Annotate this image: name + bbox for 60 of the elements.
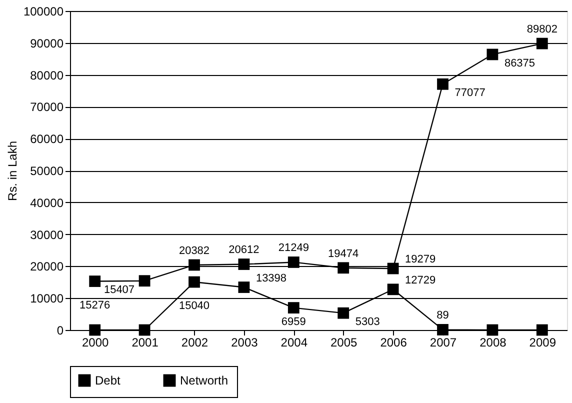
y-axis-title: Rs. in Lakh xyxy=(5,140,20,202)
data-label: 15407 xyxy=(104,284,135,296)
data-label: 12729 xyxy=(405,274,436,286)
point xyxy=(536,38,548,50)
point xyxy=(288,256,300,268)
y-tick-label: 10000 xyxy=(30,292,64,306)
y-tick-label: 30000 xyxy=(30,228,64,242)
y-tick-label: 100000 xyxy=(23,4,64,18)
x-tick-label: 2006 xyxy=(380,336,408,350)
point xyxy=(89,324,101,336)
data-label: 20612 xyxy=(228,244,260,256)
point xyxy=(238,282,250,293)
data-label: 77077 xyxy=(454,87,486,100)
point xyxy=(238,258,250,270)
data-label: 89 xyxy=(436,310,449,322)
data-label: 6959 xyxy=(281,316,306,328)
x-tick-label: 2003 xyxy=(231,336,258,350)
data-label: 19279 xyxy=(405,254,436,266)
data-label: 86375 xyxy=(504,57,536,70)
point xyxy=(338,307,350,319)
point xyxy=(138,275,150,287)
y-tick-label: 70000 xyxy=(30,100,64,114)
y-tick-label: 60000 xyxy=(30,132,64,146)
x-tick-label: 2000 xyxy=(82,336,110,350)
data-label: 89802 xyxy=(526,24,558,36)
data-label: 13398 xyxy=(256,272,287,284)
point xyxy=(387,284,399,296)
x-tick-label: 2004 xyxy=(280,336,308,350)
y-tick-label: 20000 xyxy=(30,260,64,274)
point xyxy=(188,259,200,271)
point xyxy=(188,276,200,288)
data-label: 15276 xyxy=(80,299,110,312)
y-tick-label: 40000 xyxy=(30,196,64,210)
legend-label: Debt xyxy=(95,374,122,388)
data-label: 21249 xyxy=(278,242,309,254)
point xyxy=(138,324,150,336)
point xyxy=(288,302,300,314)
y-tick-label: 50000 xyxy=(30,164,64,178)
x-tick-label: 2007 xyxy=(430,336,457,350)
legend-label: Networth xyxy=(180,374,228,388)
y-tick-label: 90000 xyxy=(30,36,64,50)
y-tick-label: 80000 xyxy=(30,68,64,82)
data-label: 19474 xyxy=(328,248,359,260)
point xyxy=(338,262,350,274)
point xyxy=(387,262,399,274)
point xyxy=(536,324,548,336)
data-label: 5303 xyxy=(355,316,380,328)
point xyxy=(437,324,448,336)
point xyxy=(89,276,101,287)
point xyxy=(486,324,498,336)
x-tick-label: 2008 xyxy=(480,336,507,350)
y-tick-label: 0 xyxy=(56,324,64,338)
data-label: 15040 xyxy=(178,300,210,312)
x-tick-label: 2002 xyxy=(181,336,208,350)
x-tick-label: 2009 xyxy=(529,336,556,350)
point xyxy=(486,48,498,60)
x-tick-label: 2001 xyxy=(132,336,159,350)
point xyxy=(437,78,448,90)
data-label: 20382 xyxy=(178,244,210,257)
x-tick-label: 2005 xyxy=(330,336,358,350)
